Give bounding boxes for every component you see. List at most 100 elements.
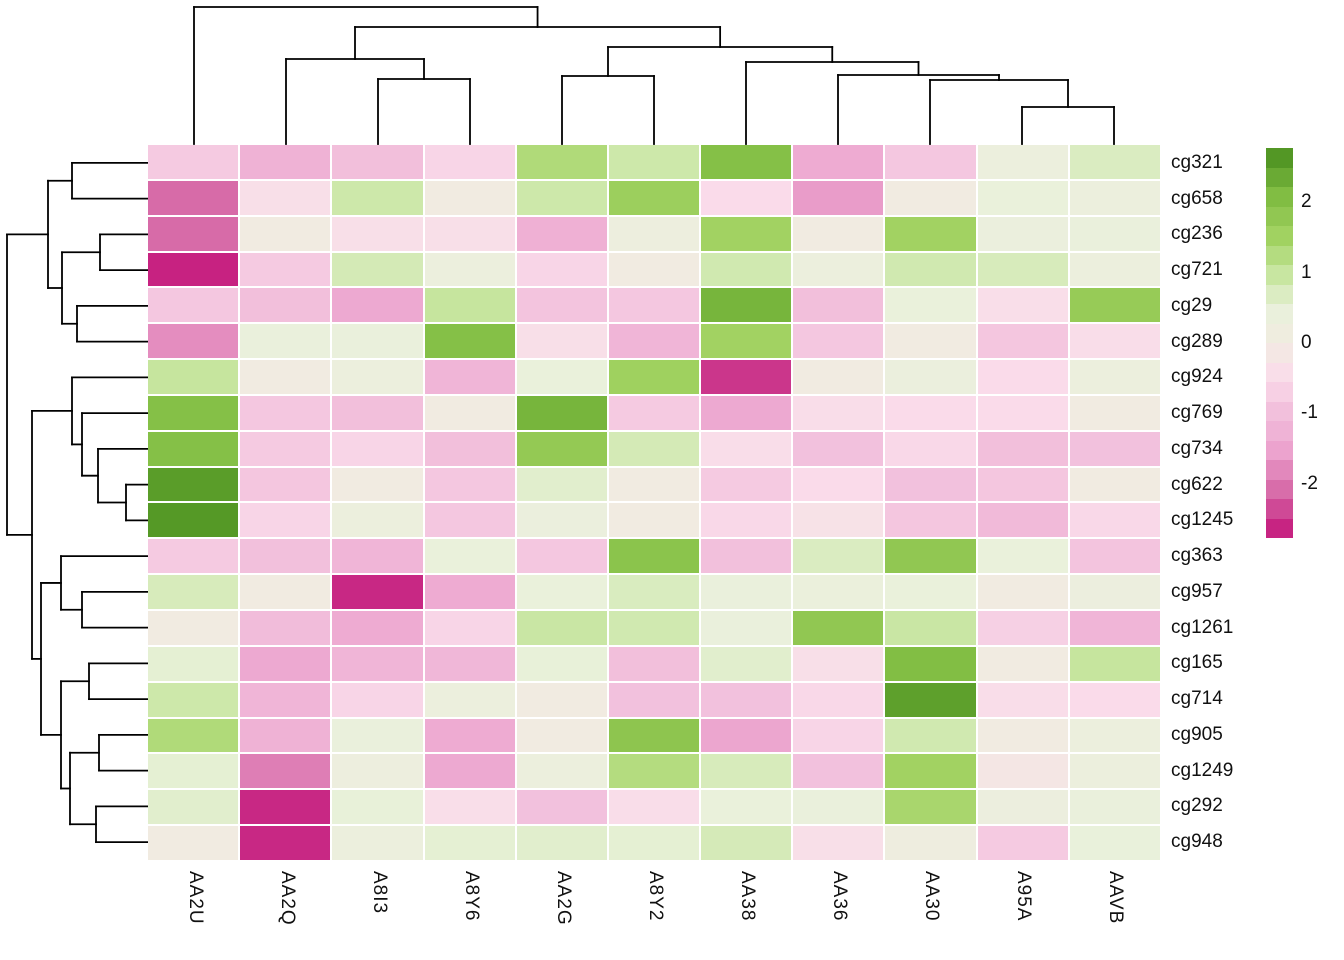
row-label: cg948 bbox=[1171, 831, 1223, 853]
heatmap-cell bbox=[977, 503, 1068, 538]
column-dendrogram bbox=[193, 6, 1115, 145]
row-label: cg957 bbox=[1171, 580, 1223, 602]
heatmap-cell bbox=[1069, 252, 1160, 287]
heatmap-cell bbox=[1069, 395, 1160, 430]
heatmap-cell bbox=[148, 360, 239, 394]
heatmap-cell bbox=[977, 395, 1068, 430]
legend-tick-label: 2 bbox=[1301, 191, 1312, 213]
column-label: AA2G bbox=[553, 871, 574, 926]
heatmap-cell bbox=[608, 718, 700, 753]
heatmap-cell bbox=[516, 646, 607, 681]
heatmap-cell bbox=[332, 288, 423, 323]
heatmap-cell bbox=[793, 467, 884, 502]
heatmap-cell bbox=[608, 575, 700, 610]
heatmap-cell bbox=[793, 252, 884, 287]
heatmap-cell bbox=[701, 682, 792, 717]
heatmap-cell bbox=[885, 145, 976, 179]
column-label: AA2Q bbox=[277, 871, 298, 926]
heatmap-cell bbox=[332, 754, 423, 789]
heatmap-cell bbox=[516, 503, 607, 538]
heatmap-cell bbox=[516, 718, 607, 753]
heatmap-cell bbox=[1069, 467, 1160, 502]
heatmap-cell bbox=[516, 467, 607, 502]
heatmap-cell bbox=[885, 216, 976, 251]
column-label: AAVB bbox=[1105, 871, 1126, 925]
legend-tick-label: -2 bbox=[1301, 472, 1318, 494]
heatmap-cell bbox=[793, 539, 884, 574]
heatmap-cell bbox=[148, 252, 239, 287]
heatmap-cell bbox=[793, 180, 884, 215]
heatmap-cell bbox=[701, 826, 792, 860]
legend-color-step bbox=[1266, 187, 1293, 207]
heatmap-cell bbox=[240, 575, 331, 610]
heatmap-cell bbox=[424, 145, 515, 179]
legend-color-step bbox=[1266, 382, 1293, 402]
heatmap-cell bbox=[148, 467, 239, 502]
heatmap-cell bbox=[701, 467, 792, 502]
heatmap-cell bbox=[1069, 288, 1160, 323]
heatmap-cell bbox=[793, 754, 884, 789]
heatmap-cell bbox=[332, 790, 423, 825]
heatmap-cell bbox=[148, 754, 239, 789]
heatmap-cell bbox=[977, 611, 1068, 645]
heatmap-cell bbox=[793, 503, 884, 538]
legend-color-step bbox=[1266, 460, 1293, 480]
heatmap-cell bbox=[1069, 575, 1160, 610]
heatmap-cell bbox=[148, 324, 239, 359]
column-label: A8Y2 bbox=[645, 871, 666, 922]
heatmap-cell bbox=[977, 252, 1068, 287]
heatmap-cell bbox=[516, 395, 607, 430]
heatmap-cell bbox=[516, 180, 607, 215]
row-label: cg289 bbox=[1171, 330, 1223, 352]
heatmap-cell bbox=[885, 503, 976, 538]
heatmap-cell bbox=[793, 324, 884, 359]
row-label: cg734 bbox=[1171, 437, 1223, 459]
heatmap-cell bbox=[148, 145, 239, 179]
heatmap-cell bbox=[332, 360, 423, 394]
heatmap-cell bbox=[701, 395, 792, 430]
heatmap-cell bbox=[701, 145, 792, 179]
heatmap-cell bbox=[701, 503, 792, 538]
heatmap-cell bbox=[148, 718, 239, 753]
heatmap-cell bbox=[148, 682, 239, 717]
heatmap-cell bbox=[977, 145, 1068, 179]
heatmap-cell bbox=[148, 288, 239, 323]
color-legend-bar bbox=[1266, 148, 1293, 538]
heatmap-cell bbox=[1069, 431, 1160, 466]
row-label: cg165 bbox=[1171, 652, 1223, 674]
heatmap-cell bbox=[424, 611, 515, 645]
heatmap-cell bbox=[608, 611, 700, 645]
heatmap-cell bbox=[424, 395, 515, 430]
heatmap-cell bbox=[793, 395, 884, 430]
heatmap-cell bbox=[977, 288, 1068, 323]
heatmap-cell bbox=[701, 611, 792, 645]
legend-tick-label: 0 bbox=[1301, 332, 1312, 353]
heatmap-cell bbox=[885, 360, 976, 394]
heatmap-cell bbox=[793, 790, 884, 825]
heatmap-cell bbox=[424, 467, 515, 502]
heatmap-cell bbox=[701, 360, 792, 394]
heatmap-cell bbox=[608, 288, 700, 323]
heatmap-cell bbox=[885, 467, 976, 502]
heatmap-cell bbox=[977, 575, 1068, 610]
heatmap-cell bbox=[332, 431, 423, 466]
heatmap-cell bbox=[516, 539, 607, 574]
row-label: cg1261 bbox=[1171, 616, 1234, 638]
heatmap-cell bbox=[332, 180, 423, 215]
heatmap-cell bbox=[332, 503, 423, 538]
heatmap-cell bbox=[332, 395, 423, 430]
heatmap-cell bbox=[240, 754, 331, 789]
heatmap-cell bbox=[977, 360, 1068, 394]
heatmap-cell bbox=[332, 575, 423, 610]
heatmap-cell bbox=[424, 790, 515, 825]
heatmap-cell bbox=[977, 826, 1068, 860]
heatmap-cell bbox=[1069, 216, 1160, 251]
heatmap-cell bbox=[701, 252, 792, 287]
heatmap-cell bbox=[608, 395, 700, 430]
column-label: A8Y6 bbox=[461, 871, 482, 922]
heatmap-cell bbox=[332, 611, 423, 645]
row-label: cg714 bbox=[1171, 688, 1223, 710]
heatmap-cell bbox=[424, 288, 515, 323]
heatmap-cell bbox=[608, 216, 700, 251]
legend-color-step bbox=[1266, 421, 1293, 441]
